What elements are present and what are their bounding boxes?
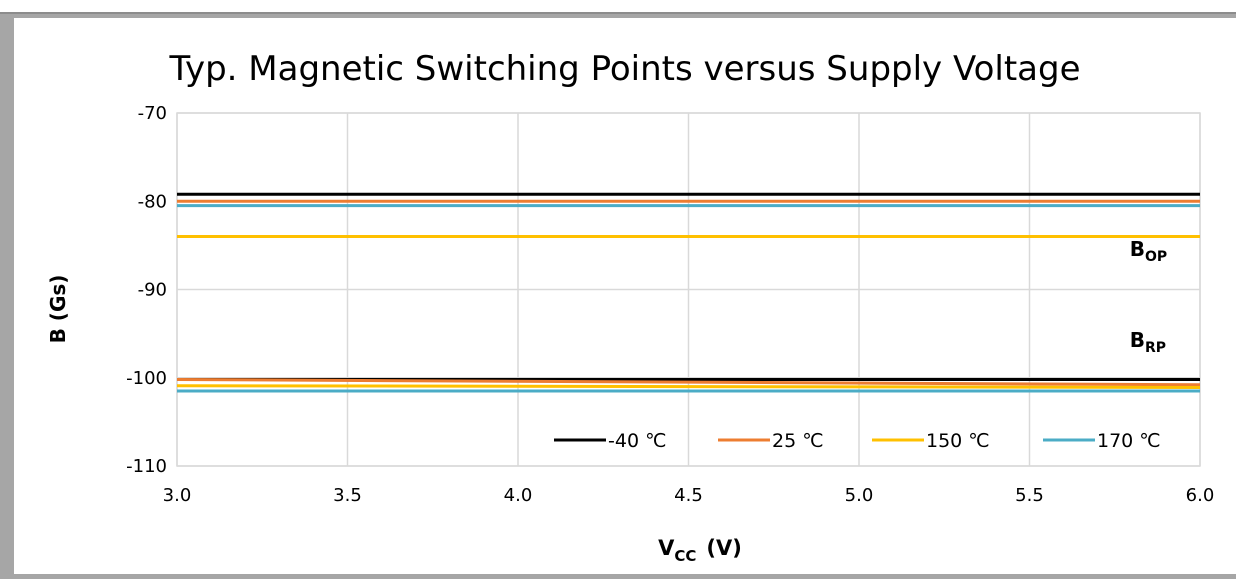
x-tick-label: 5.0 [845,485,874,506]
series-line-brp [176,378,1201,387]
annotation-label: BRP [1130,328,1166,356]
grid-layer [176,112,1201,467]
x-tick-label: 3.0 [163,485,192,506]
chart-svg: 3.0 3.5 4.0 4.5 5.0 5.5 6.0 -70 -80 -90 -100 -110 T… [46,49,1214,565]
x-tick-label: 5.5 [1015,485,1044,506]
y-tick-label: -80 [138,191,167,212]
y-tick-label: -70 [138,103,167,124]
x-tick-label: 3.5 [333,485,362,506]
top-strip [0,0,1236,14]
series-layer [176,192,1201,393]
y-axis-label: B (Gs) [46,275,70,344]
legend-label: 25 ℃ [772,430,824,452]
legend-label: 170 ℃ [1097,430,1161,452]
axis-layer: 3.0 3.5 4.0 4.5 5.0 5.5 6.0 -70 -80 -90 -100 -110 [126,103,1214,506]
annotation-layer: BOP BRP [1130,237,1167,356]
series-line-brp [176,384,1201,389]
chart-area: 3.0 3.5 4.0 4.5 5.0 5.5 6.0 -70 -80 -90 -100 -110 T… [14,18,1236,574]
annotation-label: BOP [1130,237,1167,265]
x-tick-label: 4.5 [674,485,703,506]
y-tick-label: -100 [126,368,167,389]
x-tick-label: 4.0 [504,485,533,506]
legend-label: 150 ℃ [926,430,990,452]
x-axis-label: VCC (V) [658,536,742,565]
legend: -40 ℃ 25 ℃ 150 ℃ 170 ℃ [554,430,1161,452]
y-tick-label: -90 [138,280,167,301]
chart-title: Typ. Magnetic Switching Points versus Su… [168,49,1080,89]
legend-label: -40 ℃ [608,430,666,452]
y-tick-label: -110 [126,456,167,477]
x-tick-label: 6.0 [1186,485,1215,506]
